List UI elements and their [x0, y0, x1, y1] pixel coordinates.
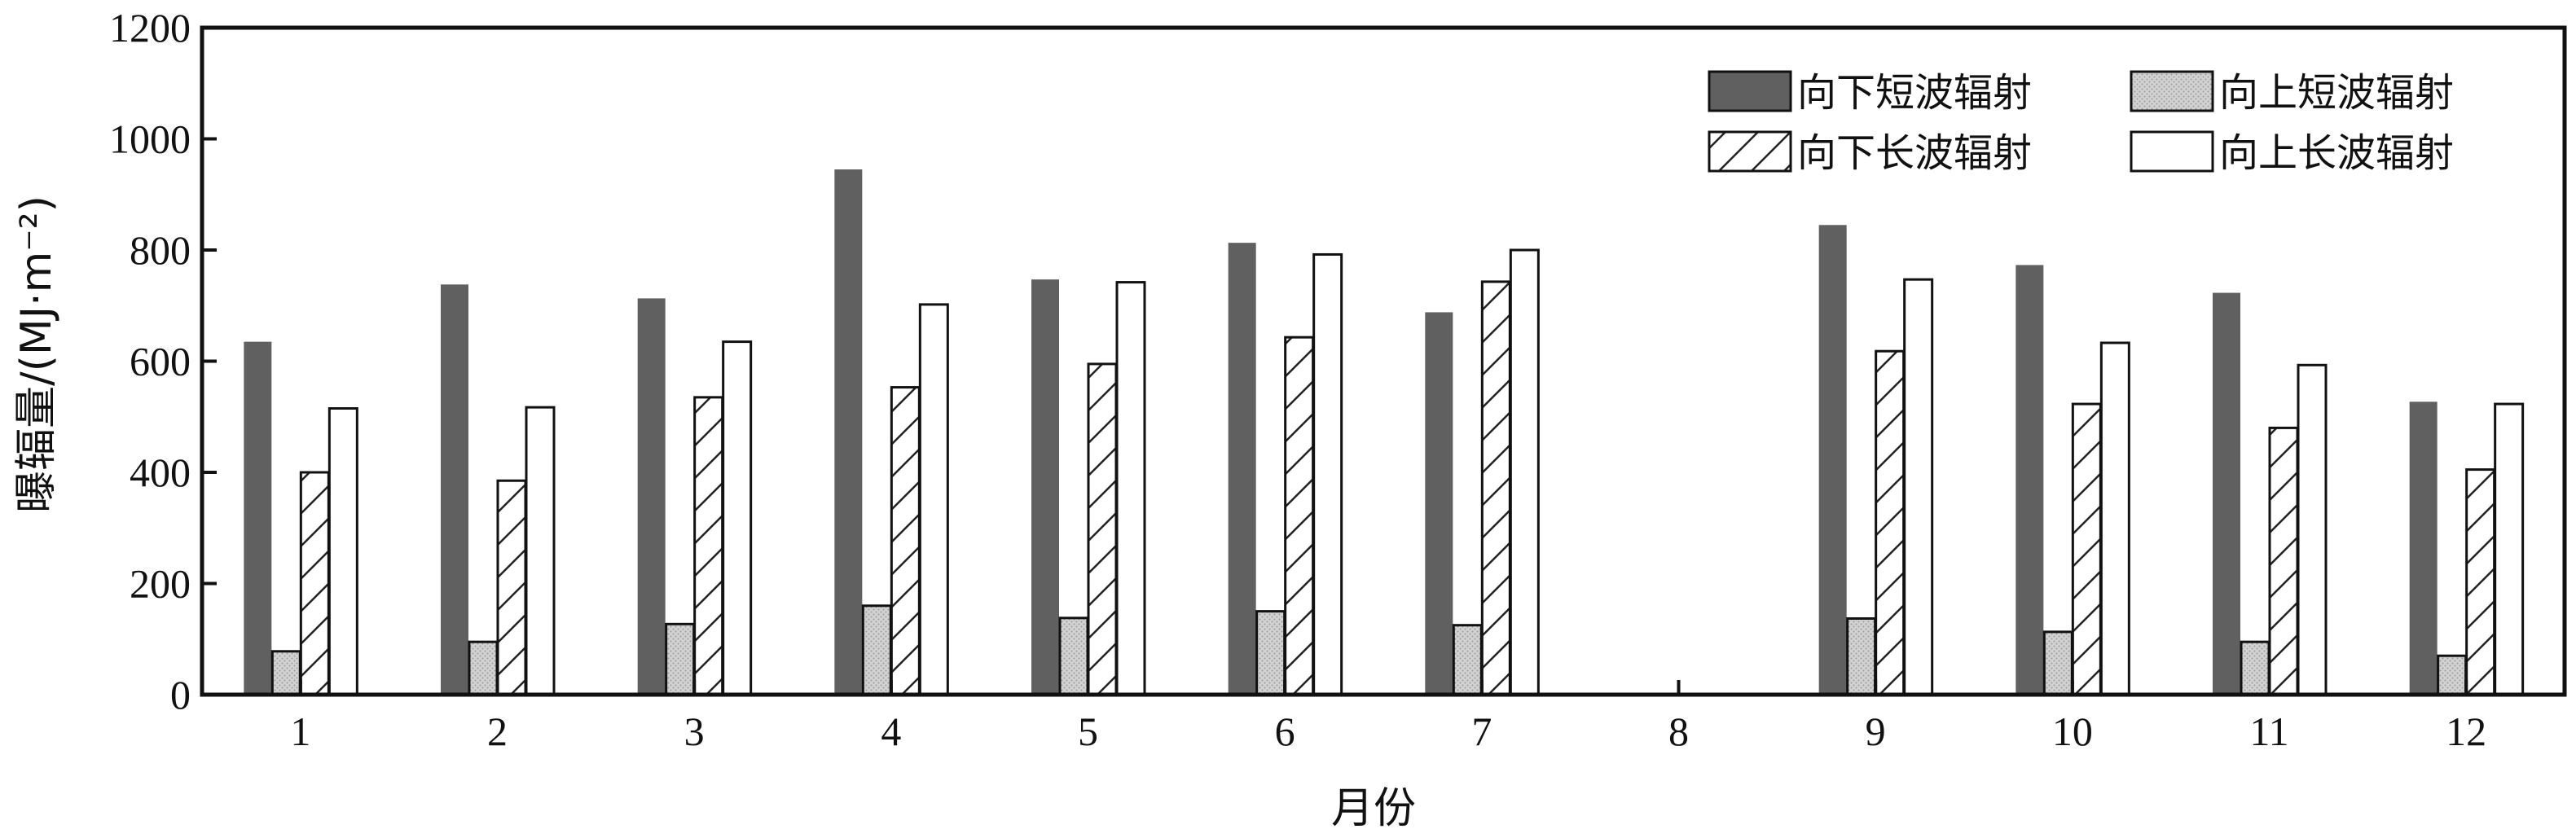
bar-s4-month-11: [2297, 363, 2328, 696]
bar-s1-month-2: [441, 284, 468, 695]
bar-s4-month-12: [2494, 402, 2525, 696]
bar-s1-month-6: [1228, 243, 1256, 695]
y-tick-label: 400: [130, 450, 191, 495]
x-tick-label: 11: [2249, 709, 2288, 754]
bar-s2-month-9: [1846, 616, 1877, 696]
x-tick-label: 6: [1275, 709, 1295, 754]
bar-s3-month-3: [693, 396, 724, 696]
y-tick-label: 600: [130, 339, 191, 384]
bar-s1-month-5: [1031, 279, 1059, 695]
bar-s4-month-4: [918, 303, 949, 696]
bar-s3-month-2: [496, 479, 527, 696]
x-tick-label: 1: [290, 709, 310, 754]
bar-s1-month-12: [2409, 401, 2438, 695]
x-tick-label: 8: [1668, 709, 1689, 754]
legend-label-upward-longwave: 向上长波辐射: [2219, 130, 2454, 176]
bar-s2-month-2: [468, 640, 499, 696]
legend-swatch-upward-longwave: [2130, 130, 2214, 173]
y-axis-title: 曝辐量/(MJ·m⁻²): [12, 195, 61, 513]
x-tick-label: 2: [487, 709, 508, 754]
x-axis-title: 月份: [1331, 784, 1416, 833]
bar-s4-month-7: [1509, 248, 1540, 696]
y-tick-label: 800: [130, 227, 191, 273]
bar-s2-month-5: [1058, 616, 1089, 696]
bar-s2-month-7: [1452, 624, 1483, 696]
x-tick-label: 7: [1471, 709, 1492, 754]
bars-layer: [244, 169, 2525, 696]
bar-s2-month-12: [2437, 654, 2468, 696]
bar-s3-month-12: [2465, 468, 2496, 696]
bar-s2-month-3: [665, 622, 696, 696]
bar-s3-month-7: [1480, 280, 1511, 696]
bar-s3-month-4: [890, 386, 921, 696]
bar-s2-month-4: [861, 604, 892, 696]
legend-swatch-downward-longwave: [1708, 130, 1792, 173]
x-tick-label: 4: [881, 709, 901, 754]
bar-s2-month-10: [2042, 630, 2073, 696]
bar-s2-month-1: [270, 650, 301, 696]
bar-s1-month-9: [1818, 225, 1847, 695]
y-tick-label: 200: [130, 561, 191, 607]
bar-s1-month-11: [2213, 292, 2240, 695]
bar-s1-month-4: [834, 169, 863, 695]
y-tick-label: 1000: [109, 116, 191, 162]
bar-s1-month-1: [244, 341, 272, 695]
x-tick-label: 3: [684, 709, 705, 754]
bar-s4-month-10: [2099, 341, 2130, 696]
bar-s2-month-11: [2240, 640, 2270, 696]
x-tick-label: 5: [1078, 709, 1098, 754]
x-tick-label: 12: [2446, 709, 2486, 754]
y-tick-label: 0: [170, 672, 191, 717]
legend-label-upward-shortwave: 向上短波辐射: [2219, 70, 2454, 116]
bar-s1-month-10: [2016, 265, 2044, 695]
bar-s2-month-6: [1255, 610, 1286, 696]
bar-s4-month-2: [525, 406, 556, 696]
bar-s3-month-9: [1875, 349, 1906, 696]
bar-s3-month-5: [1087, 362, 1118, 696]
legend-swatch-downward-shortwave: [1708, 70, 1792, 112]
bar-s3-month-1: [299, 471, 330, 696]
bar-s4-month-9: [1903, 278, 1934, 696]
bar-s1-month-7: [1425, 312, 1453, 695]
bar-s1-month-3: [637, 298, 666, 695]
bar-s3-month-6: [1284, 336, 1315, 696]
bar-s4-month-1: [327, 407, 358, 696]
bar-s4-month-3: [722, 340, 753, 696]
x-tick-label: 9: [1866, 709, 1886, 754]
legend: 向下短波辐射 向上短波辐射 向下长波辐射 向上长波辐射: [1708, 70, 2454, 176]
legend-label-downward-shortwave: 向下短波辐射: [1797, 70, 2032, 116]
legend-swatch-upward-shortwave: [2130, 70, 2214, 112]
legend-label-downward-longwave: 向下长波辐射: [1797, 130, 2032, 176]
bar-s3-month-11: [2268, 426, 2299, 696]
y-tick-label: 1200: [109, 5, 191, 50]
bar-s4-month-6: [1312, 252, 1343, 696]
bar-s4-month-5: [1115, 281, 1146, 696]
plot-frame: [200, 25, 2567, 697]
bar-s3-month-10: [2071, 402, 2102, 696]
axes-layer: [200, 25, 2567, 697]
x-tick-label: 10: [2052, 709, 2093, 754]
